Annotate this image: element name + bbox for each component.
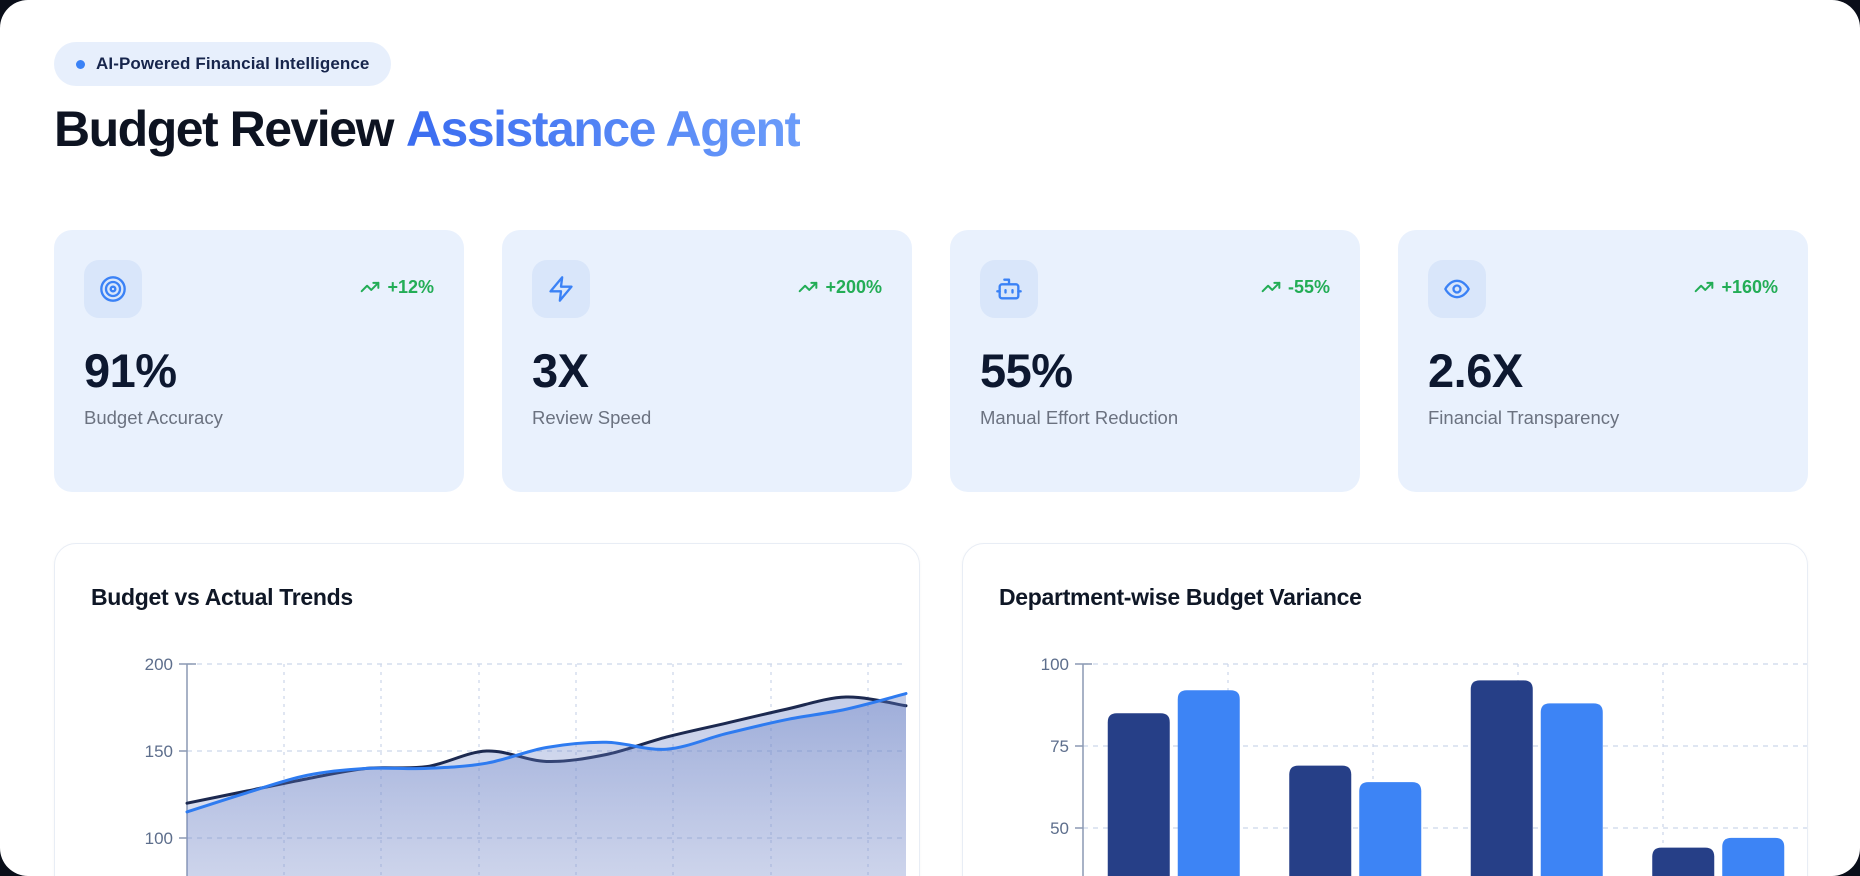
stat-card: -55% 55% Manual Effort Reduction [950,229,1360,492]
budget-vs-actual-line-chart: 200 150 100 [55,544,919,876]
target-icon-box [84,259,142,318]
trend-badge: +12% [360,277,434,298]
bot-icon [996,278,1022,299]
target-icon [100,275,126,302]
trending-up-icon [361,281,380,293]
svg-text:100: 100 [1041,655,1069,674]
bar-chart-card: Department-wise Budget Variance 100 75 50 [962,542,1808,876]
trend-badge: -55% [1261,277,1330,298]
trending-up-icon [1695,281,1714,293]
trend-value: +160% [1721,276,1778,297]
svg-text:100: 100 [145,829,173,848]
ai-badge: AI-Powered Financial Intelligence [54,42,392,86]
line-chart-title: Budget vs Actual Trends [91,583,353,610]
stat-card: +160% 2.6X Financial Transparency [1398,229,1808,492]
eye-icon-box [1428,259,1486,318]
badge-dot-icon [76,59,85,69]
bar-chart-title: Department-wise Budget Variance [999,583,1362,610]
stat-label: Financial Transparency [1428,406,1620,428]
trend-value: -55% [1287,276,1330,297]
stat-label: Review Speed [532,406,652,428]
trending-up-icon [799,281,818,293]
zap-icon [549,275,573,302]
zap-icon-box [532,259,590,318]
badge-label: AI-Powered Financial Intelligence [96,54,370,73]
stat-value: 55% [980,343,1073,397]
stat-value: 3X [532,343,589,397]
stat-value: 91% [84,343,177,397]
line-chart-card: Budget vs Actual Trends 200 150 100 [54,542,920,876]
trend-value: +12% [387,276,434,297]
trend-badge: +200% [798,277,882,298]
eye-icon [1444,279,1470,298]
svg-text:75: 75 [1050,737,1069,756]
svg-text:150: 150 [145,742,173,761]
stat-card: +200% 3X Review Speed [502,229,912,492]
page-title-dark: Budget Review [54,101,394,157]
trend-value: +200% [825,276,882,297]
stat-value: 2.6X [1428,343,1523,397]
charts-row: Budget vs Actual Trends 200 150 100 Depart… [54,542,1808,876]
stat-label: Manual Effort Reduction [980,406,1179,428]
trend-badge: +160% [1694,277,1778,298]
trending-up-icon [1261,281,1281,293]
stats-row: +12% 91% Budget Accuracy +200% 3X Review… [54,229,1808,492]
svg-text:50: 50 [1050,819,1069,838]
page-title-accent: Assistance Agent [405,101,801,157]
department-variance-bar-chart: 100 75 50 [963,544,1807,876]
stat-label: Budget Accuracy [84,406,223,428]
stat-card: +12% 91% Budget Accuracy [54,229,464,492]
svg-text:200: 200 [145,655,173,674]
bot-icon-box [980,259,1038,318]
page-title: Budget Review Assistance Agent [54,98,1808,161]
